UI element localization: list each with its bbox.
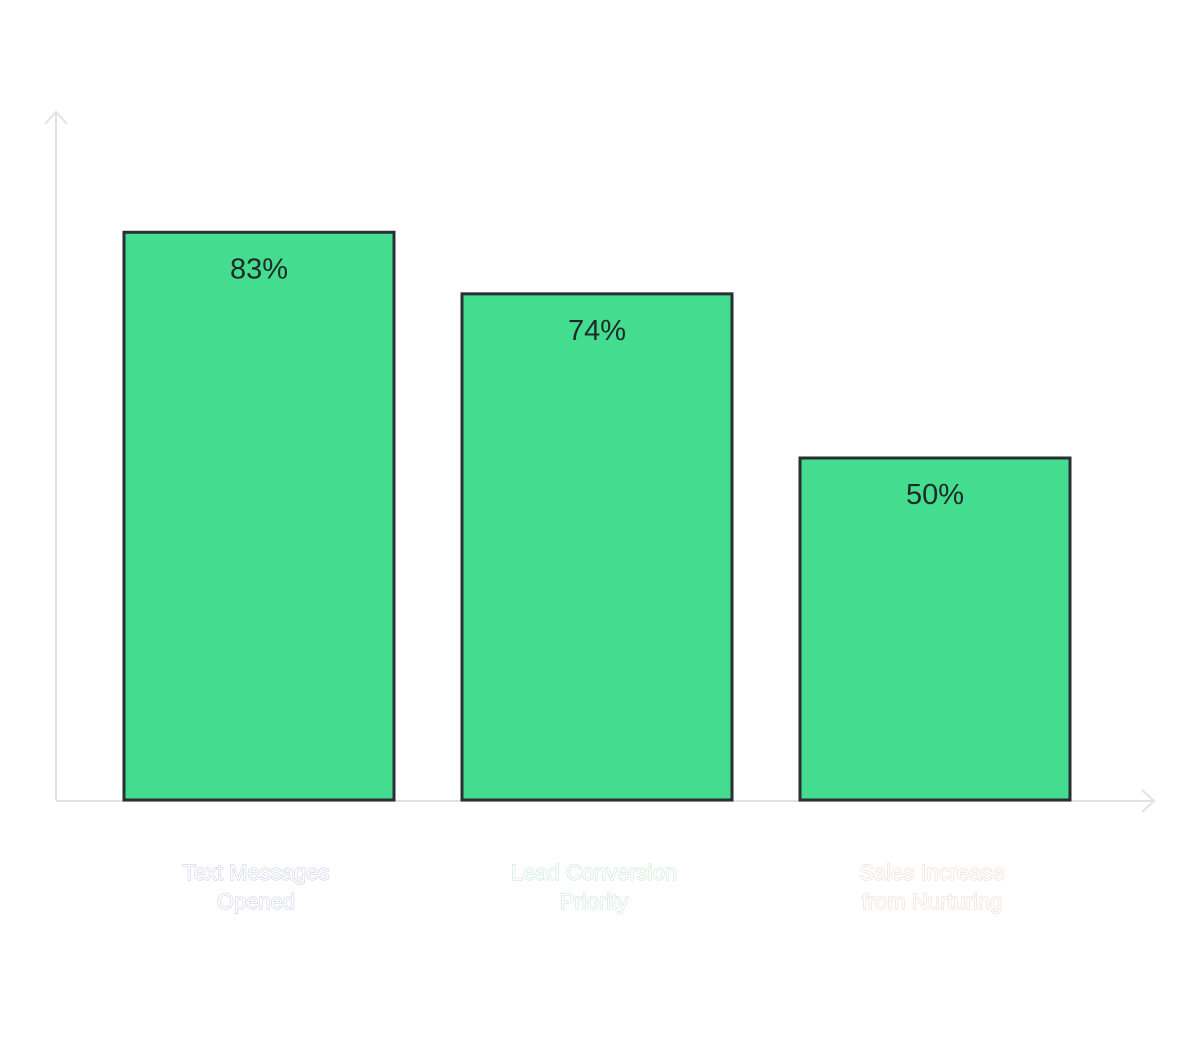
y-axis-arrow-icon bbox=[44, 110, 68, 125]
bar-0 bbox=[122, 230, 396, 802]
category-label-line: Sales Increase bbox=[859, 860, 1005, 885]
category-label-0: Text Messages Opened bbox=[183, 860, 330, 914]
bar-2 bbox=[798, 456, 1072, 802]
category-label-line: Text Messages bbox=[183, 860, 330, 885]
x-axis-arrow-icon bbox=[1141, 789, 1156, 813]
category-labels-group: Text Messages Opened Lead Conversion Priori… bbox=[182, 860, 1005, 915]
category-label-1: Lead Conversion Priority bbox=[511, 860, 677, 914]
category-label-line: from Nurturing bbox=[862, 889, 1003, 914]
category-label-line: Opened bbox=[217, 889, 295, 914]
bar-value-label-2: 50% bbox=[906, 479, 964, 511]
bar-value-label-1: 74% bbox=[568, 315, 626, 347]
category-label-2: Sales Increase from Nurturing bbox=[859, 860, 1005, 914]
bar-1 bbox=[460, 292, 734, 802]
category-label-line: Lead Conversion bbox=[511, 860, 677, 885]
category-label-line: Priority bbox=[560, 889, 628, 914]
bar-value-label-0: 83% bbox=[230, 253, 288, 285]
value-labels-group: 83% 74% 50% bbox=[230, 253, 964, 511]
bars-group bbox=[122, 230, 1072, 802]
